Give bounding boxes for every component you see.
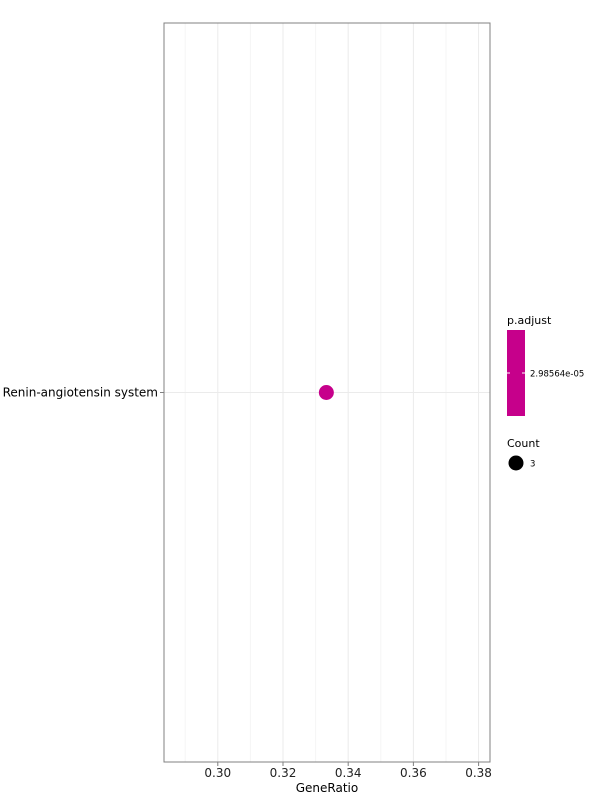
points-layer [318,385,334,400]
x-tick-label-3: 0.34 [335,766,362,780]
color-legend: p.adjust 2.98564e-05 [507,314,584,416]
x-tick-label-2: 0.32 [270,766,297,780]
x-tick-label-5: 0.38 [465,766,492,780]
size-legend-key [508,455,524,471]
size-legend-label: 3 [530,460,535,470]
x-axis-ticks: 0.30 0.32 0.34 0.36 0.38 [204,762,492,780]
y-tick-label-1: Renin-angiotensin system [3,386,158,400]
size-legend: Count 3 [507,437,540,471]
color-legend-label: 2.98564e-05 [530,370,584,380]
y-axis-ticks: Renin-angiotensin system [3,386,164,400]
data-point-1 [318,385,334,400]
size-legend-title: Count [507,437,540,450]
x-tick-label-1: 0.30 [204,766,231,780]
color-legend-bar [507,330,525,416]
x-tick-label-4: 0.36 [400,766,427,780]
x-axis-title: GeneRatio [296,781,358,795]
color-legend-title: p.adjust [507,314,552,327]
